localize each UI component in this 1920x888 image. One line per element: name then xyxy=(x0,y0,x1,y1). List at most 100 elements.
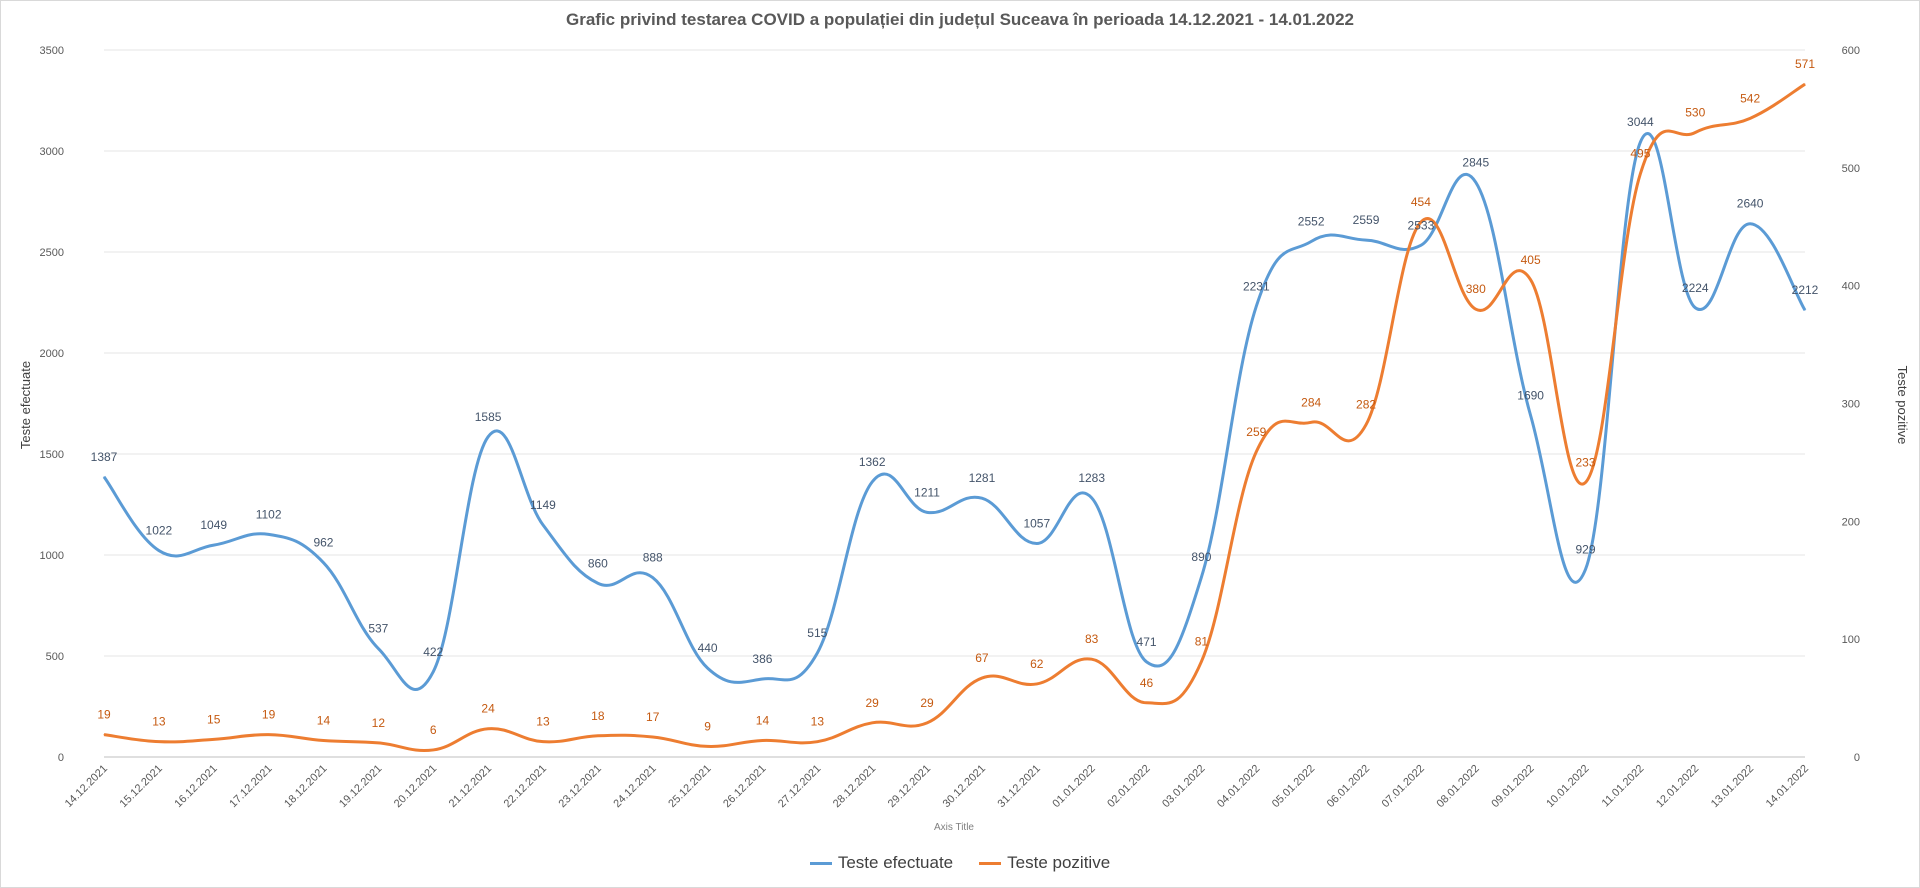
data-label-teste-pozitive: 530 xyxy=(1685,105,1705,119)
data-point-teste-efectuate xyxy=(1091,497,1093,499)
data-point-teste-pozitive xyxy=(158,741,160,743)
data-label-teste-efectuate: 515 xyxy=(807,626,827,640)
data-label-teste-efectuate: 1022 xyxy=(146,524,173,538)
data-point-teste-efectuate xyxy=(432,671,434,673)
x-tick-label: 04.01.2022 xyxy=(1215,763,1262,810)
data-point-teste-pozitive xyxy=(1694,131,1696,133)
data-point-teste-pozitive xyxy=(1804,83,1806,85)
data-point-teste-pozitive xyxy=(1255,451,1257,453)
x-tick-label: 27.12.2021 xyxy=(776,763,823,810)
data-label-teste-pozitive: 29 xyxy=(920,696,934,710)
y-tick-label: 2500 xyxy=(40,247,64,259)
data-label-teste-pozitive: 13 xyxy=(811,715,825,729)
data-point-teste-pozitive xyxy=(652,736,654,738)
data-point-teste-pozitive xyxy=(1639,173,1641,175)
x-tick-label: 03.01.2022 xyxy=(1160,763,1207,810)
data-point-teste-efectuate xyxy=(1365,239,1367,241)
data-label-teste-efectuate: 1690 xyxy=(1517,389,1544,403)
data-point-teste-pozitive xyxy=(1365,424,1367,426)
x-tick-label: 26.12.2021 xyxy=(721,763,768,810)
data-point-teste-pozitive xyxy=(432,749,434,751)
data-label-teste-efectuate: 2231 xyxy=(1243,279,1270,293)
y-tick-label: 1000 xyxy=(40,550,64,562)
data-label-teste-efectuate: 1102 xyxy=(256,507,282,521)
data-point-teste-pozitive xyxy=(1475,308,1477,310)
data-label-teste-efectuate: 386 xyxy=(752,652,772,666)
x-tick-label: 02.01.2022 xyxy=(1105,763,1152,810)
data-point-teste-pozitive xyxy=(377,742,379,744)
x-tick-label: 31.12.2021 xyxy=(996,763,1043,810)
data-point-teste-pozitive xyxy=(103,734,105,736)
data-label-teste-efectuate: 1049 xyxy=(200,518,227,532)
data-point-teste-efectuate xyxy=(1255,305,1257,307)
data-point-teste-efectuate xyxy=(1694,307,1696,309)
data-point-teste-efectuate xyxy=(103,476,105,478)
data-label-teste-pozitive: 380 xyxy=(1466,282,1486,296)
x-tick-label: 21.12.2021 xyxy=(447,763,494,810)
data-label-teste-pozitive: 6 xyxy=(430,723,437,737)
data-label-teste-efectuate: 440 xyxy=(698,641,718,655)
data-point-teste-efectuate xyxy=(816,652,818,654)
data-label-teste-pozitive: 13 xyxy=(152,715,166,729)
data-label-teste-pozitive: 284 xyxy=(1301,395,1321,409)
legend-swatch-orange xyxy=(979,861,1002,865)
data-point-teste-efectuate xyxy=(1639,141,1641,143)
data-label-teste-efectuate: 929 xyxy=(1576,542,1596,556)
x-tick-label: 25.12.2021 xyxy=(666,763,713,810)
data-point-teste-pozitive xyxy=(707,745,709,747)
data-point-teste-efectuate xyxy=(1310,240,1312,242)
legend-item-teste-pozitive[interactable]: Teste pozitive xyxy=(979,853,1110,873)
x-tick-label: 15.12.2021 xyxy=(118,763,165,810)
x-tick-label: 08.01.2022 xyxy=(1434,763,1481,810)
y2-tick-label: 200 xyxy=(1842,516,1860,528)
y-tick-label: 0 xyxy=(58,752,64,764)
x-tick-label: 07.01.2022 xyxy=(1380,763,1427,810)
data-point-teste-efectuate xyxy=(158,550,160,552)
data-point-teste-efectuate xyxy=(1585,568,1587,570)
data-label-teste-pozitive: 542 xyxy=(1740,91,1760,105)
data-label-teste-pozitive: 24 xyxy=(481,702,495,716)
data-label-teste-efectuate: 1585 xyxy=(475,410,502,424)
data-label-teste-efectuate: 2212 xyxy=(1792,283,1819,297)
y-tick-label: 2000 xyxy=(40,348,64,360)
legend-label-teste-pozitive: Teste pozitive xyxy=(1007,853,1111,872)
data-point-teste-efectuate xyxy=(761,678,763,680)
x-tick-label: 18.12.2021 xyxy=(282,763,329,810)
axis-ticks: 0 500 1000 1500 2000 2500 3000 3500 0 100 200 300 40… xyxy=(40,45,1860,810)
data-label-teste-efectuate: 1362 xyxy=(859,455,886,469)
data-label-teste-efectuate: 537 xyxy=(368,622,388,636)
x-tick-label: 30.12.2021 xyxy=(941,763,988,810)
data-point-teste-pozitive xyxy=(981,677,983,679)
data-label-teste-pozitive: 13 xyxy=(536,715,550,729)
data-point-teste-pozitive xyxy=(213,738,215,740)
y2-tick-label: 400 xyxy=(1842,281,1860,293)
x-tick-label: 22.12.2021 xyxy=(502,763,549,810)
legend-item-teste-efectuate[interactable]: Teste efectuate xyxy=(809,853,953,873)
data-point-teste-efectuate xyxy=(981,497,983,499)
data-point-teste-pozitive xyxy=(1420,221,1422,223)
data-point-teste-efectuate xyxy=(1749,223,1751,225)
legend: Teste efectuate Teste pozitive xyxy=(0,853,1920,873)
data-point-teste-pozitive xyxy=(1585,481,1587,483)
data-point-teste-pozitive xyxy=(322,740,324,742)
data-label-teste-pozitive: 46 xyxy=(1140,676,1154,690)
data-point-teste-efectuate xyxy=(652,577,654,579)
y2-tick-label: 500 xyxy=(1842,163,1860,175)
x-tick-label: 10.01.2022 xyxy=(1544,763,1591,810)
data-label-teste-efectuate: 471 xyxy=(1137,635,1157,649)
y2-tick-label: 0 xyxy=(1854,752,1860,764)
data-point-teste-pozitive xyxy=(597,735,599,737)
gridlines xyxy=(104,49,1805,758)
data-point-teste-pozitive xyxy=(1310,421,1312,423)
data-label-teste-efectuate: 1057 xyxy=(1023,516,1050,530)
data-point-teste-efectuate xyxy=(926,511,928,513)
data-point-teste-pozitive xyxy=(268,734,270,736)
data-point-teste-pozitive xyxy=(871,722,873,724)
series-lines xyxy=(102,82,1807,753)
x-axis-title: Axis Title xyxy=(934,822,974,833)
y2-axis-title: Teste pozitive xyxy=(1895,366,1910,445)
legend-swatch-blue xyxy=(809,861,832,865)
data-label-teste-pozitive: 12 xyxy=(372,716,386,730)
series-line-teste-efectuate xyxy=(102,131,1807,691)
data-label-teste-efectuate: 2845 xyxy=(1462,155,1489,169)
